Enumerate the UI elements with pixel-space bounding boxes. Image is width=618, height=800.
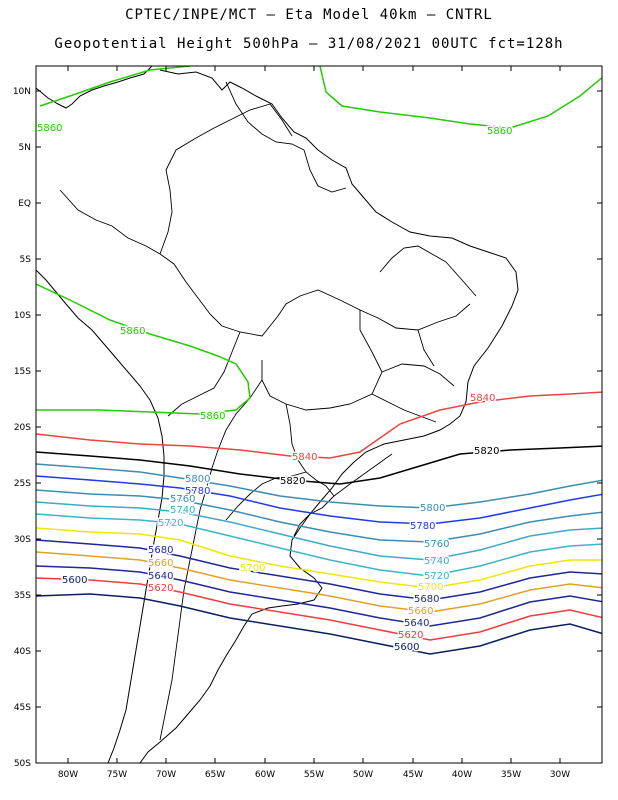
contour-label: 5640: [148, 571, 173, 582]
contour-label: 5700: [418, 582, 443, 593]
lon-tick-label: 55W: [304, 770, 324, 780]
contour-5740: [36, 501, 602, 561]
contour-label: 5840: [292, 452, 317, 463]
lat-tick-label: 15S: [14, 367, 31, 377]
contour-5860-west: [36, 283, 251, 415]
lon-tick-label: 65W: [205, 770, 225, 780]
contour-5800: [36, 463, 602, 509]
lat-tick-label: 25S: [14, 479, 31, 489]
contour-label: 5620: [398, 630, 423, 641]
map-frame: [35, 65, 603, 764]
contour-label: 5740: [424, 556, 449, 567]
contour-5700: [36, 527, 602, 589]
contour-label: 5800: [185, 474, 210, 485]
contour-5680: [36, 539, 602, 601]
contour-label: 5800: [420, 503, 445, 514]
contour-label: 5860: [37, 123, 62, 134]
contour-label: 5820: [280, 476, 305, 487]
lat-tick-label: 20S: [14, 423, 31, 433]
lon-tick-label: 40W: [452, 770, 472, 780]
contour-label: 5620: [148, 583, 173, 594]
contour-5660: [36, 551, 602, 613]
latitude-axis: [36, 90, 602, 708]
figure-subtitle: Geopotential Height 500hPa – 31/08/2021 …: [54, 36, 564, 52]
figure-title: CPTEC/INPE/MCT – Eta Model 40km – CNTRL: [125, 7, 493, 23]
lon-tick-label: 80W: [58, 770, 78, 780]
contour-5840: [36, 391, 602, 459]
contour-5640: [36, 565, 602, 627]
contour-5780: [36, 475, 602, 525]
latitude-labels: 10N 5N EQ 5S 10S 15S 20S 25S 30S 35S 40S…: [13, 87, 31, 769]
contour-label: 5860: [487, 126, 512, 137]
contour-5620: [36, 577, 602, 641]
lon-tick-label: 75W: [107, 770, 127, 780]
contour-label: 5840: [470, 393, 495, 404]
contour-label: 5700: [240, 563, 265, 574]
contour-label: 5780: [185, 486, 210, 497]
contour-label: 5600: [62, 575, 87, 586]
country-borders: [59, 81, 477, 741]
lon-tick-label: 30W: [550, 770, 570, 780]
contour-label: 5760: [170, 494, 195, 505]
lat-tick-label: 50S: [14, 759, 31, 769]
lat-tick-label: 45S: [14, 703, 31, 713]
contour-label: 5640: [404, 618, 429, 629]
contour-label: 5780: [410, 521, 435, 532]
lat-tick-label: 5S: [20, 255, 32, 265]
lat-tick-label: 10S: [14, 311, 31, 321]
contour-lines: [36, 66, 602, 655]
contour-label: 5820: [474, 446, 499, 457]
lon-tick-label: 70W: [156, 770, 176, 780]
contour-5720: [36, 513, 602, 577]
contour-label: 5680: [148, 545, 173, 556]
contour-label: 5720: [424, 571, 449, 582]
lat-tick-label: 35S: [14, 591, 31, 601]
contour-5600: [36, 593, 602, 655]
contour-label: 5660: [408, 606, 433, 617]
lon-tick-label: 50W: [353, 770, 373, 780]
contour-5860-northeast: [319, 66, 602, 129]
lat-tick-label: 10N: [13, 87, 31, 97]
lon-tick-label: 45W: [403, 770, 423, 780]
lat-tick-label: 40S: [14, 647, 31, 657]
contour-labels: 5860 5860 5860 5860 5840 5840 5820 5820 …: [36, 122, 514, 655]
lat-tick-label: 5N: [19, 143, 31, 153]
contour-label: 5600: [394, 642, 419, 653]
contour-label: 5740: [170, 505, 195, 516]
contour-label: 5720: [158, 518, 183, 529]
contour-5760: [36, 489, 602, 543]
longitude-labels: 80W 75W 70W 65W 60W 55W 50W 45W 40W 35W …: [58, 770, 570, 780]
lat-tick-label: 30S: [14, 535, 31, 545]
contour-5820: [36, 445, 602, 485]
lon-tick-label: 35W: [501, 770, 521, 780]
contour-label: 5680: [414, 594, 439, 605]
contour-label: 5860: [200, 411, 225, 422]
contour-5860-north: [39, 66, 191, 107]
lat-tick-label: EQ: [18, 199, 31, 209]
longitude-axis: [67, 66, 561, 763]
contour-label: 5660: [148, 558, 173, 569]
lon-tick-label: 60W: [255, 770, 275, 780]
contour-label: 5860: [120, 326, 145, 337]
contour-label: 5760: [424, 539, 449, 550]
coastline: [36, 66, 519, 763]
